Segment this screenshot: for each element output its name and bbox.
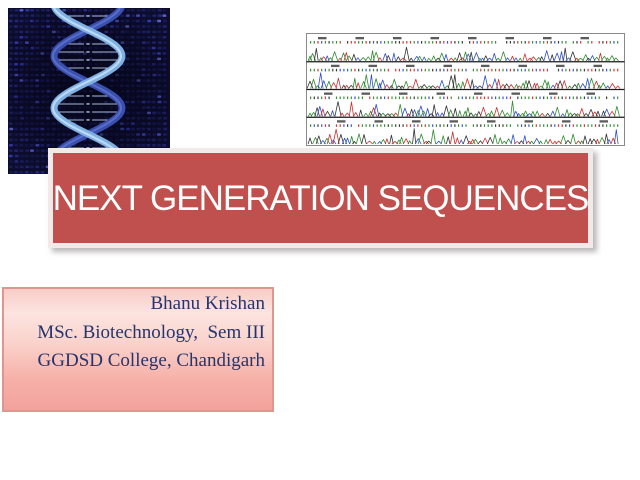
author-college: GGDSD College, Chandigarh xyxy=(37,350,265,371)
slide-title: NEXT GENERATION SEQUENCES xyxy=(52,179,590,218)
author-name: Bhanu Krishan xyxy=(150,293,265,314)
sequencing-chromatogram-image xyxy=(306,33,625,146)
title-banner: NEXT GENERATION SEQUENCES xyxy=(48,148,593,248)
author-course: MSc. Biotechnology, Sem III xyxy=(37,321,265,343)
author-box: Bhanu Krishan MSc. Biotechnology, Sem II… xyxy=(2,287,274,412)
